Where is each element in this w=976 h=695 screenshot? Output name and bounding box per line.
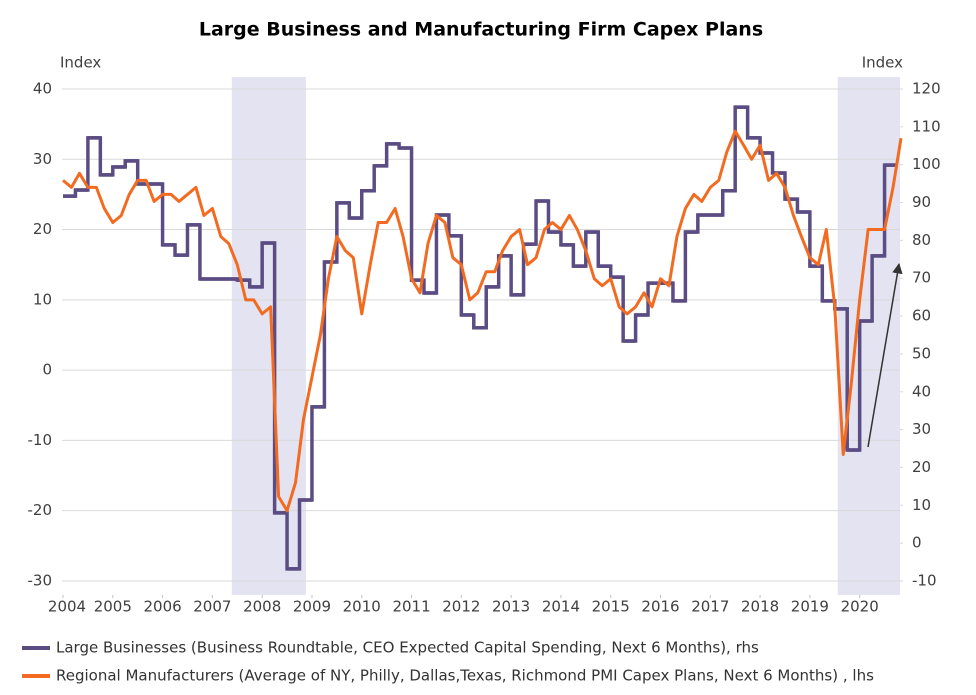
y-tick-label: -30 [28, 571, 53, 589]
x-tick-label: 2009 [293, 598, 331, 616]
y-tick-label: 40 [33, 80, 52, 98]
y2-tick-label: 70 [912, 269, 931, 287]
y-tick-label: -10 [28, 431, 53, 449]
y2-tick-label: 80 [912, 231, 931, 249]
y2-tick-label: 100 [912, 155, 941, 173]
x-tick-label: 2017 [691, 598, 729, 616]
y2-tick-label: 110 [912, 117, 941, 135]
x-tick-label: 2020 [841, 598, 879, 616]
y-axis-label: Index [60, 54, 101, 72]
y-tick-label: 10 [33, 290, 52, 308]
y2-axis-label: Index [862, 54, 903, 72]
y2-tick-label: 60 [912, 307, 931, 325]
y2-tick-label: 30 [912, 420, 931, 438]
y2-tick-label: -10 [912, 571, 937, 589]
y2-tick-label: 120 [912, 80, 941, 98]
x-tick-label: 2016 [641, 598, 679, 616]
line-layer [62, 105, 903, 571]
chart-title: Large Business and Manufacturing Firm Ca… [199, 19, 763, 41]
annotation-arrow [867, 262, 903, 448]
y2-tick-label: 50 [912, 344, 931, 362]
x-tick-label: 2018 [741, 598, 779, 616]
x-tick-label: 2008 [243, 598, 281, 616]
x-tick-label: 2015 [592, 598, 630, 616]
x-tick-label: 2005 [94, 598, 132, 616]
legend-label: Large Businesses (Business Roundtable, C… [56, 639, 759, 657]
recession-shade [231, 77, 306, 595]
legend-label: Regional Manufacturers (Average of NY, P… [56, 667, 874, 685]
y2-tick-label: 0 [912, 534, 922, 552]
x-tick-label: 2013 [492, 598, 530, 616]
x-tick-label: 2006 [143, 598, 181, 616]
y2-tick-label: 10 [912, 496, 931, 514]
shade-layer [231, 77, 900, 595]
x-tick-label: 2004 [48, 598, 86, 616]
grid-layer [62, 88, 903, 598]
x-tick-label: 2014 [542, 598, 580, 616]
series-line [62, 129, 903, 513]
x-tick-label: 2007 [193, 598, 231, 616]
y2-tick-label: 90 [912, 193, 931, 211]
x-tick-label: 2011 [392, 598, 430, 616]
x-tick-label: 2019 [791, 598, 829, 616]
x-tick-label: 2010 [343, 598, 381, 616]
y2-tick-label: 40 [912, 382, 931, 400]
y-tick-label: 0 [42, 361, 52, 379]
y-tick-label: 30 [33, 150, 52, 168]
x-tick-label: 2012 [442, 598, 480, 616]
y-tick-label: -20 [28, 501, 53, 519]
y2-tick-label: 20 [912, 458, 931, 476]
y-tick-label: 20 [33, 220, 52, 238]
